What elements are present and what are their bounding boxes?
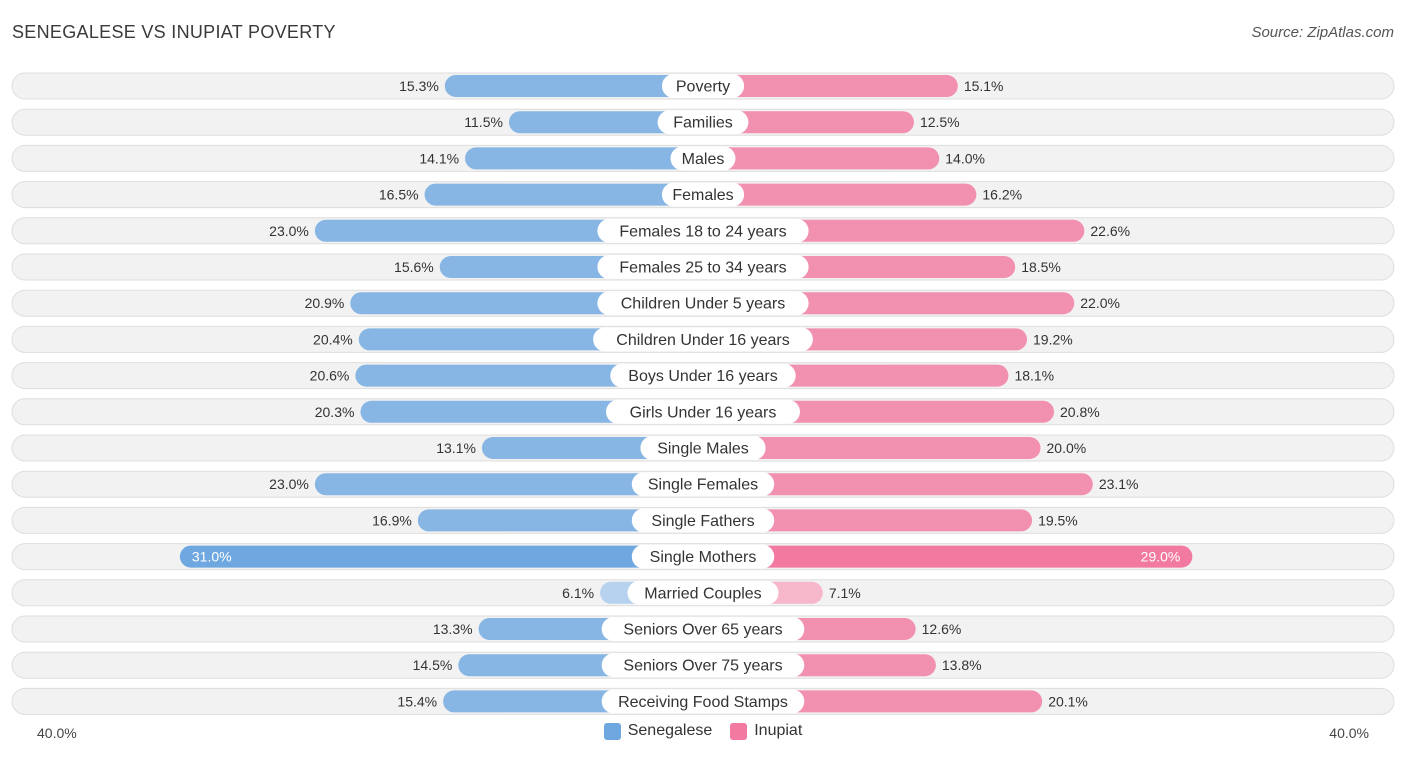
bar-senegalese-males bbox=[465, 147, 714, 170]
legend-swatch-senegalese bbox=[603, 722, 621, 740]
category-label-families: Families bbox=[673, 115, 733, 132]
category-label-single-males: Single Males bbox=[657, 441, 749, 458]
category-pill-single-fathers bbox=[631, 508, 775, 533]
value-label-senegalese-females: 16.5% bbox=[379, 187, 419, 203]
value-label-inupiat-children-under-5-years: 22.0% bbox=[1080, 295, 1120, 311]
bar-senegalese-females bbox=[424, 183, 714, 206]
category-label-single-mothers: Single Mothers bbox=[650, 549, 757, 566]
category-label-seniors-over-65-years: Seniors Over 65 years bbox=[623, 622, 782, 639]
category-pill-single-mothers bbox=[631, 544, 775, 569]
category-label-single-females: Single Females bbox=[648, 477, 758, 494]
bar-inupiat-single-males bbox=[692, 437, 1041, 459]
category-pill-receiving-food-stamps bbox=[601, 689, 805, 714]
value-label-inupiat-females-18-to-24-years: 22.6% bbox=[1090, 223, 1130, 239]
category-pill-married-couples bbox=[627, 580, 779, 605]
bar-inupiat-single-fathers bbox=[692, 509, 1033, 532]
bar-inupiat-single-females bbox=[692, 473, 1093, 496]
axis-max-label: 40.0% bbox=[1329, 725, 1369, 741]
category-pill-single-females bbox=[631, 472, 775, 497]
value-label-inupiat-females-25-to-34-years: 18.5% bbox=[1021, 259, 1061, 275]
value-label-senegalese-males: 14.1% bbox=[419, 150, 459, 166]
value-label-senegalese-poverty: 15.3% bbox=[399, 78, 439, 94]
value-label-senegalese-girls-under-16-years: 20.3% bbox=[315, 404, 355, 420]
bar-inupiat-single-mothers bbox=[692, 545, 1193, 568]
bar-senegalese-poverty bbox=[444, 75, 714, 97]
category-label-single-fathers: Single Fathers bbox=[651, 513, 754, 530]
value-label-senegalese-single-fathers: 16.9% bbox=[372, 512, 412, 528]
value-label-senegalese-boys-under-16-years: 20.6% bbox=[310, 368, 350, 384]
axis-min-label: 40.0% bbox=[37, 725, 77, 741]
value-label-inupiat-poverty: 15.1% bbox=[964, 78, 1004, 94]
value-label-inupiat-children-under-16-years: 19.2% bbox=[1033, 331, 1073, 347]
value-label-senegalese-receiving-food-stamps: 15.4% bbox=[397, 693, 437, 709]
value-label-senegalese-seniors-over-75-years: 14.5% bbox=[413, 657, 453, 673]
category-pill-seniors-over-75-years bbox=[601, 653, 805, 678]
legend-swatch-inupiat bbox=[730, 722, 748, 740]
value-label-senegalese-families: 11.5% bbox=[464, 114, 503, 130]
value-label-inupiat-seniors-over-75-years: 13.8% bbox=[942, 657, 982, 673]
value-label-inupiat-males: 14.0% bbox=[945, 150, 985, 166]
category-label-females-18-to-24-years: Females 18 to 24 years bbox=[619, 223, 786, 240]
category-label-females-25-to-34-years: Females 25 to 34 years bbox=[619, 260, 786, 277]
value-label-senegalese-single-females: 23.0% bbox=[269, 476, 309, 492]
bar-inupiat-males bbox=[692, 147, 940, 170]
bar-senegalese-single-mothers bbox=[179, 545, 714, 568]
value-label-inupiat-girls-under-16-years: 20.8% bbox=[1060, 404, 1100, 420]
value-label-senegalese-females-18-to-24-years: 23.0% bbox=[269, 223, 309, 239]
bar-inupiat-females bbox=[692, 183, 977, 206]
value-label-inupiat-single-mothers: 29.0% bbox=[1141, 549, 1181, 565]
category-pill-females bbox=[661, 182, 745, 207]
value-label-senegalese-seniors-over-65-years: 13.3% bbox=[433, 621, 473, 637]
value-label-senegalese-females-25-to-34-years: 15.6% bbox=[394, 259, 434, 275]
category-label-seniors-over-75-years: Seniors Over 75 years bbox=[623, 658, 782, 675]
legend-label-inupiat: Inupiat bbox=[754, 722, 803, 739]
category-pill-families bbox=[657, 110, 749, 135]
category-label-girls-under-16-years: Girls Under 16 years bbox=[630, 404, 777, 421]
value-label-inupiat-single-females: 23.1% bbox=[1099, 476, 1139, 492]
category-pill-seniors-over-65-years bbox=[601, 617, 805, 641]
category-label-males: Males bbox=[682, 151, 725, 168]
legend-item-inupiat[interactable]: Inupiat bbox=[730, 722, 802, 740]
source-note: Source: ZipAtlas.com bbox=[1251, 24, 1394, 41]
category-pill-children-under-5-years bbox=[597, 291, 809, 316]
value-label-senegalese-children-under-5-years: 20.9% bbox=[305, 295, 345, 311]
category-label-females: Females bbox=[672, 187, 733, 204]
value-label-senegalese-married-couples: 6.1% bbox=[562, 585, 594, 601]
category-pill-females-18-to-24-years bbox=[597, 218, 809, 243]
value-label-inupiat-single-males: 20.0% bbox=[1047, 440, 1087, 456]
value-label-inupiat-families: 12.5% bbox=[920, 114, 960, 130]
category-label-children-under-5-years: Children Under 5 years bbox=[621, 296, 786, 313]
value-label-inupiat-females: 16.2% bbox=[982, 187, 1022, 203]
category-label-receiving-food-stamps: Receiving Food Stamps bbox=[618, 694, 788, 711]
category-label-children-under-16-years: Children Under 16 years bbox=[616, 332, 789, 349]
bar-senegalese-single-females bbox=[314, 473, 714, 496]
category-pill-girls-under-16-years bbox=[606, 399, 800, 424]
value-label-inupiat-married-couples: 7.1% bbox=[829, 585, 861, 601]
category-label-poverty: Poverty bbox=[676, 79, 730, 96]
chart-title: SENEGALESE VS INUPIAT POVERTY bbox=[12, 22, 336, 42]
category-label-boys-under-16-years: Boys Under 16 years bbox=[628, 368, 777, 385]
category-label-married-couples: Married Couples bbox=[644, 585, 761, 602]
value-label-senegalese-single-mothers: 31.0% bbox=[192, 549, 232, 565]
category-pill-males bbox=[670, 146, 736, 171]
category-pill-children-under-16-years bbox=[593, 327, 813, 352]
value-label-inupiat-receiving-food-stamps: 20.1% bbox=[1048, 693, 1088, 709]
bar-inupiat-families bbox=[692, 111, 914, 134]
legend: Senegalese Inupiat bbox=[0, 722, 1406, 740]
category-pill-boys-under-16-years bbox=[610, 363, 796, 388]
category-pill-poverty bbox=[661, 74, 745, 98]
category-pill-single-males bbox=[640, 436, 766, 460]
value-label-inupiat-single-fathers: 19.5% bbox=[1038, 512, 1078, 528]
value-label-inupiat-seniors-over-65-years: 12.6% bbox=[922, 621, 962, 637]
legend-label-senegalese: Senegalese bbox=[627, 722, 713, 739]
legend-item-senegalese[interactable]: Senegalese bbox=[603, 722, 713, 740]
value-label-senegalese-single-males: 13.1% bbox=[436, 440, 476, 456]
bar-inupiat-poverty bbox=[692, 75, 958, 97]
value-label-inupiat-boys-under-16-years: 18.1% bbox=[1014, 368, 1054, 384]
category-pill-females-25-to-34-years bbox=[597, 255, 809, 279]
value-label-senegalese-children-under-16-years: 20.4% bbox=[313, 331, 353, 347]
